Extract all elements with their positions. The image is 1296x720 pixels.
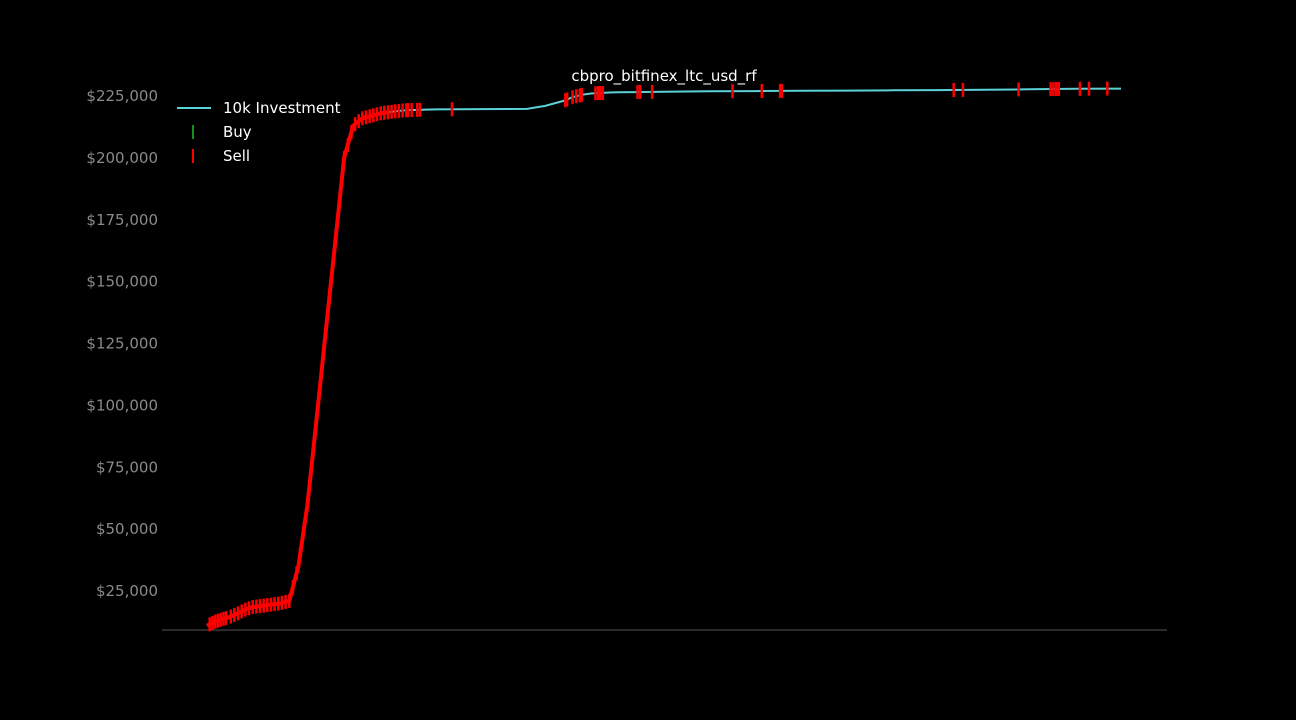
y-tick-label: $125,000 [86,335,158,353]
y-tick-label: $100,000 [86,396,158,414]
legend-label-buy: Buy [223,123,252,141]
y-tick-label: $175,000 [86,211,158,229]
legend-label-sell: Sell [223,147,250,165]
markers-layer [206,81,1109,632]
y-tick-label: $225,000 [86,87,158,105]
y-tick-label: $50,000 [96,520,158,538]
legend: 10k Investment Buy Sell [177,99,341,165]
y-tick-label: $150,000 [86,273,158,291]
y-tick-label: $25,000 [96,582,158,600]
y-tick-label: $200,000 [86,149,158,167]
legend-label-investment: 10k Investment [223,99,341,117]
y-tick-label: $75,000 [96,458,158,476]
chart-title: cbpro_bitfinex_ltc_usd_rf [571,67,757,86]
y-axis: $25,000 $50,000 $75,000 $100,000 $125,000 $15… [86,87,158,600]
